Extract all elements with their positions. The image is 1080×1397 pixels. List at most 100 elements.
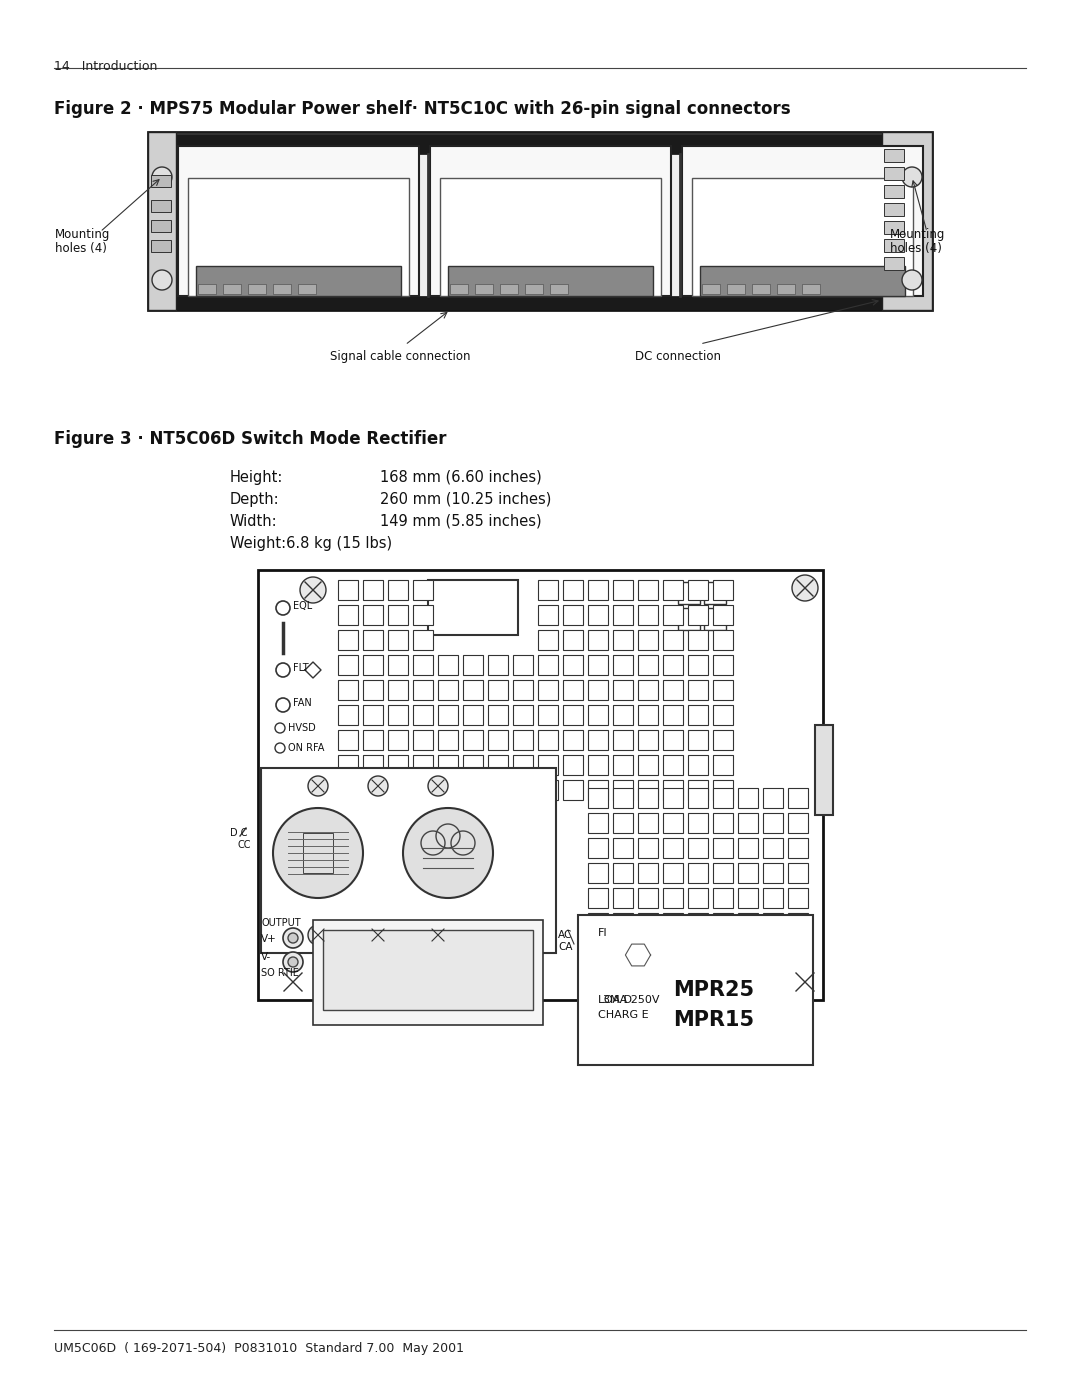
Bar (388, 630, 408, 650)
Bar (713, 655, 733, 675)
Bar (438, 731, 458, 750)
Bar (463, 705, 483, 725)
Bar (638, 655, 658, 675)
Bar (588, 655, 608, 675)
Bar (638, 888, 658, 908)
Bar (613, 680, 633, 700)
Text: CC: CC (238, 840, 252, 849)
Circle shape (276, 664, 291, 678)
Bar (738, 788, 758, 807)
Bar (885, 221, 904, 235)
Bar (788, 914, 808, 933)
Bar (338, 655, 357, 675)
Circle shape (368, 925, 388, 944)
Bar (525, 284, 543, 293)
Bar (638, 705, 658, 725)
Bar (678, 608, 700, 630)
Bar (613, 863, 633, 883)
Bar (613, 914, 633, 933)
Bar (388, 705, 408, 725)
Bar (338, 605, 357, 624)
Bar (463, 731, 483, 750)
Bar (788, 788, 808, 807)
Bar (488, 731, 508, 750)
Bar (663, 655, 683, 675)
Bar (363, 731, 383, 750)
Text: UM5C06D  ( 169-2071-504)  P0831010  Standard 7.00  May 2001: UM5C06D ( 169-2071-504) P0831010 Standar… (54, 1343, 464, 1355)
Bar (613, 580, 633, 599)
Bar (613, 754, 633, 775)
Text: LOA D: LOA D (598, 995, 632, 1004)
Bar (538, 754, 558, 775)
Bar (413, 655, 433, 675)
Circle shape (275, 743, 285, 753)
Bar (885, 203, 904, 217)
Bar (388, 655, 408, 675)
Text: 168 mm (6.60 inches): 168 mm (6.60 inches) (380, 469, 542, 485)
Bar (413, 680, 433, 700)
Bar (688, 914, 708, 933)
Bar (430, 147, 671, 296)
Bar (588, 838, 608, 858)
Bar (688, 863, 708, 883)
Bar (588, 731, 608, 750)
Bar (713, 731, 733, 750)
Circle shape (283, 928, 303, 949)
Bar (388, 580, 408, 599)
Bar (713, 788, 733, 807)
Text: 260 mm (10.25 inches): 260 mm (10.25 inches) (380, 492, 552, 507)
Bar (413, 754, 433, 775)
Bar (688, 680, 708, 700)
Bar (488, 655, 508, 675)
Bar (713, 754, 733, 775)
Bar (413, 605, 433, 624)
Bar (738, 914, 758, 933)
Bar (638, 605, 658, 624)
Bar (713, 888, 733, 908)
Bar (463, 680, 483, 700)
Bar (663, 838, 683, 858)
Bar (738, 813, 758, 833)
Circle shape (275, 724, 285, 733)
Bar (613, 788, 633, 807)
Bar (885, 257, 904, 270)
Bar (638, 731, 658, 750)
Bar (148, 134, 932, 154)
Bar (538, 780, 558, 800)
Bar (588, 888, 608, 908)
Bar (363, 655, 383, 675)
Bar (638, 780, 658, 800)
Bar (261, 768, 556, 953)
Bar (488, 780, 508, 800)
Bar (788, 838, 808, 858)
Text: Mounting: Mounting (890, 228, 945, 242)
Circle shape (610, 928, 666, 983)
Bar (463, 754, 483, 775)
Bar (688, 788, 708, 807)
Bar (713, 780, 733, 800)
Bar (613, 888, 633, 908)
Bar (752, 284, 770, 293)
Bar (151, 219, 171, 232)
Bar (788, 888, 808, 908)
Bar (388, 605, 408, 624)
Bar (688, 580, 708, 599)
Bar (588, 630, 608, 650)
Bar (538, 705, 558, 725)
Bar (882, 131, 932, 310)
Bar (273, 284, 291, 293)
Bar (463, 780, 483, 800)
Circle shape (403, 807, 492, 898)
Bar (688, 731, 708, 750)
Bar (702, 284, 720, 293)
Bar (428, 580, 518, 636)
Bar (663, 705, 683, 725)
Circle shape (902, 270, 922, 291)
Bar (363, 580, 383, 599)
Bar (738, 888, 758, 908)
Bar (513, 780, 534, 800)
Bar (388, 780, 408, 800)
Bar (638, 680, 658, 700)
Bar (513, 731, 534, 750)
Bar (513, 680, 534, 700)
